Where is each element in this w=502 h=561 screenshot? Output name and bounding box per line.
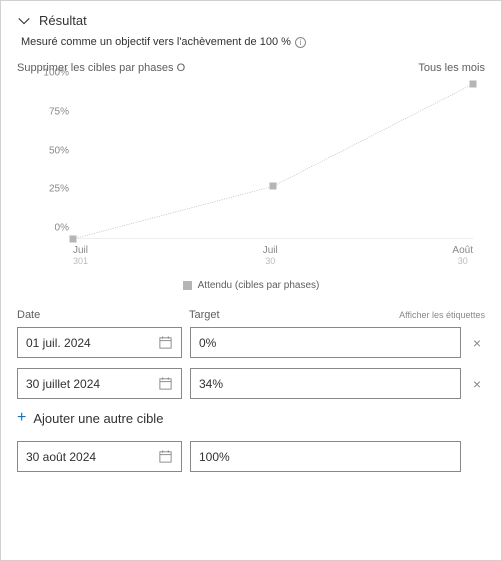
- calendar-icon[interactable]: [158, 449, 173, 464]
- section-subtitle: Mesuré comme un objectif vers l'achèveme…: [17, 36, 485, 48]
- target-input[interactable]: 34%: [190, 368, 461, 399]
- date-input[interactable]: 01 juil. 2024: [17, 327, 182, 358]
- chart-marker: [270, 183, 277, 190]
- chevron-down-icon: [17, 14, 31, 28]
- subtitle-text: Mesuré comme un objectif vers l'achèveme…: [21, 36, 291, 48]
- section-header[interactable]: Résultat: [17, 13, 485, 28]
- target-row: 30 août 2024 100% ×: [17, 441, 485, 472]
- legend-label: Attendu (cibles par phases): [198, 280, 320, 291]
- target-input[interactable]: 100%: [190, 441, 461, 472]
- chart-marker: [70, 236, 77, 243]
- y-axis: 0% 25% 50% 75% 100%: [45, 84, 71, 239]
- remove-row-button[interactable]: ×: [469, 376, 485, 392]
- chart-legend: Attendu (cibles par phases): [17, 280, 485, 291]
- calendar-icon[interactable]: [158, 335, 173, 350]
- info-icon[interactable]: i: [295, 37, 306, 48]
- col-target-header: Target: [189, 309, 395, 321]
- calendar-icon[interactable]: [158, 376, 173, 391]
- col-date-header: Date: [17, 309, 189, 321]
- interval-selector[interactable]: Tous les mois: [418, 62, 485, 74]
- section-title: Résultat: [39, 13, 87, 28]
- target-input[interactable]: 0%: [190, 327, 461, 358]
- suppress-targets-toggle[interactable]: Supprimer les cibles par phases O: [17, 62, 185, 74]
- progress-chart: 0% 25% 50% 75% 100%: [45, 84, 481, 239]
- target-row: 30 juillet 2024 34% ×: [17, 368, 485, 399]
- chart-marker: [470, 81, 477, 88]
- col-show-header: Afficher les étiquettes: [395, 310, 485, 320]
- table-header: Date Target Afficher les étiquettes: [17, 309, 485, 321]
- add-target-button[interactable]: + Ajouter une autre cible: [17, 409, 485, 427]
- plus-icon: +: [17, 409, 26, 427]
- target-row: 01 juil. 2024 0% ×: [17, 327, 485, 358]
- x-axis: Juil301 Juil30 Août30: [73, 245, 473, 266]
- legend-swatch: [183, 281, 192, 290]
- chart-line: [73, 84, 473, 239]
- remove-row-button[interactable]: ×: [469, 335, 485, 351]
- date-input[interactable]: 30 juillet 2024: [17, 368, 182, 399]
- date-input[interactable]: 30 août 2024: [17, 441, 182, 472]
